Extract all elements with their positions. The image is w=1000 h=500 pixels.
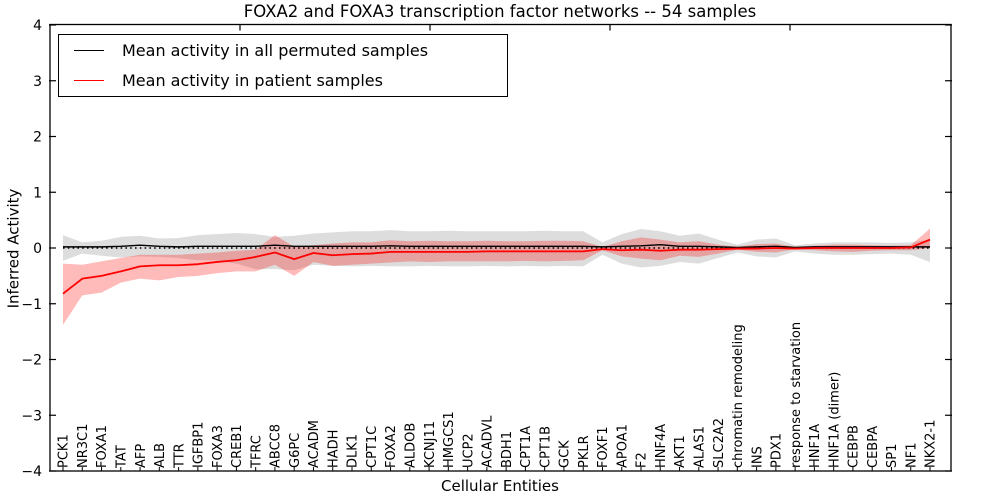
x-tick-label: TTR (172, 443, 187, 469)
x-tick-label: TFRC (249, 435, 264, 469)
y-tick-label: −1 (21, 297, 42, 313)
y-tick-label: −4 (21, 464, 42, 480)
x-tick-label: response to starvation (789, 322, 804, 468)
y-tick-label: 0 (33, 241, 42, 257)
x-tick-label: AKT1 (673, 435, 688, 468)
patient-line-swatch-icon (74, 79, 104, 81)
x-tick-label: FOXA2 (384, 425, 399, 468)
x-tick-label: BDH1 (500, 431, 515, 468)
legend-label-patient: Mean activity in patient samples (122, 70, 383, 90)
x-tick-label: ALAS1 (693, 426, 708, 468)
legend-entry-permuted: Mean activity in all permuted samples (59, 37, 507, 64)
x-tick-label: CPT1A (519, 426, 534, 468)
patient-mean-line (62, 238, 931, 295)
x-tick-label: PKLR (577, 435, 592, 468)
x-tick-label: chromatin remodeling (731, 324, 746, 468)
x-tick-label: HMGCS1 (442, 411, 457, 468)
x-axis-label: Cellular Entities (441, 477, 559, 495)
x-tick-label: CEBPB (847, 425, 862, 468)
x-tick-label: SP1 (885, 444, 900, 468)
x-tick-label: ABCC8 (269, 424, 284, 468)
x-tick-label: NR3C1 (76, 424, 91, 468)
x-tick-label: CEBPA (866, 426, 881, 468)
x-tick-label: KCNJ11 (423, 421, 438, 468)
x-tick-label: FOXA1 (95, 425, 110, 468)
x-tick-label: GCK (558, 440, 573, 468)
y-tick-label: 2 (33, 130, 42, 146)
x-tick-label: CPT1C (365, 426, 380, 468)
x-tick-label: FOXA3 (211, 425, 226, 468)
x-tick-label: IGFBP1 (192, 422, 207, 468)
y-tick-label: −2 (21, 353, 42, 369)
patient-confidence-band (63, 228, 930, 325)
x-tick-label: HNF4A (654, 424, 669, 468)
y-tick-label: 1 (33, 185, 42, 201)
x-tick-label: ACADVL (481, 415, 496, 468)
x-tick-label: APOA1 (615, 424, 630, 468)
y-tick-labels: 4 3 2 1 0 −1 −2 −3 −4 (21, 18, 952, 480)
x-tick-label: INS (750, 446, 765, 468)
x-tick-label: PDX1 (770, 433, 785, 468)
permuted-confidence-band (63, 229, 930, 271)
x-tick-label: ALB (153, 443, 168, 468)
y-tick-label: −3 (21, 408, 42, 424)
legend: Mean activity in all permuted samples Me… (58, 34, 508, 97)
x-tick-labels: PCK1 NR3C1 FOXA1 TAT AFP ALB TTR IGFBP1 FOXA3 CRE… (57, 322, 939, 471)
legend-label-permuted: Mean activity in all permuted samples (122, 41, 429, 61)
x-tick-label: PCK1 (57, 434, 72, 468)
permuted-line-swatch-icon (74, 50, 104, 52)
figure-title: FOXA2 and FOXA3 transcription factor net… (243, 2, 757, 21)
x-tick-label: FOXF1 (596, 426, 611, 468)
x-tick-label: DLK1 (346, 434, 361, 468)
top-ticks (239, 24, 791, 31)
x-tick-label: ACADM (307, 420, 322, 468)
x-tick-label: CPT1B (538, 426, 553, 468)
legend-entry-patient: Mean activity in patient samples (59, 67, 507, 94)
y-tick-label: 4 (33, 18, 42, 34)
x-tick-label: F2 (635, 452, 650, 468)
x-tick-label: HADH (326, 430, 341, 468)
x-tick-label: AFP (134, 444, 149, 468)
y-tick-label: 3 (33, 74, 42, 90)
x-tick-label: UCP2 (461, 433, 476, 468)
y-axis-label: Inferred Activity (4, 188, 23, 309)
x-tick-label: CREB1 (230, 424, 245, 468)
x-tick-label: NKX2-1 (924, 420, 939, 468)
x-tick-label: G6PC (288, 433, 303, 468)
permuted-mean-line (63, 243, 930, 249)
x-tick-label: HNF1A (dimer) (827, 372, 842, 468)
x-tick-label: ALDOB (404, 423, 419, 468)
x-tick-label: HNF1A (808, 424, 823, 468)
x-tick-label: SLC2A2 (712, 418, 727, 468)
x-tick-label: TAT (115, 445, 130, 469)
x-tick-label: NF1 (904, 443, 919, 468)
